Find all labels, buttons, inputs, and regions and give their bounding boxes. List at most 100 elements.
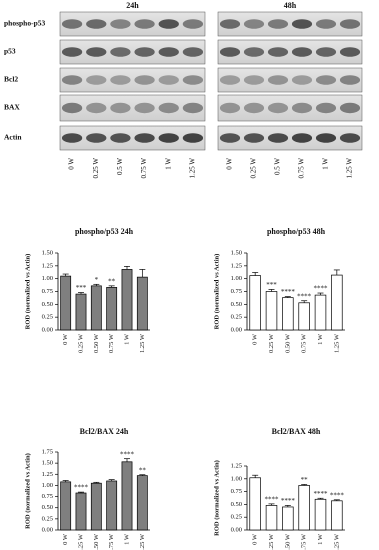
band	[134, 47, 155, 57]
band	[243, 133, 265, 143]
blot-strip	[59, 67, 206, 93]
significance: **	[301, 476, 309, 484]
y-tick-label: 1.50	[231, 249, 242, 256]
significance: ****	[281, 288, 296, 296]
chart-title: Bcl2/BAX 24h	[80, 427, 129, 436]
significance: ****	[314, 285, 329, 293]
band	[61, 47, 83, 57]
band	[158, 47, 179, 57]
significance: ****	[314, 490, 329, 498]
y-tick-label: 1.25	[231, 462, 242, 469]
y-tick-label: 1.50	[42, 249, 53, 256]
x-tick-label: 0.75 W	[108, 533, 115, 550]
row-label: phospho-p53	[4, 19, 46, 28]
x-tick-label: 0.75 W	[301, 333, 308, 353]
band	[86, 75, 107, 85]
time-label: 24h	[126, 1, 139, 10]
chart-title: phospho/p53 24h	[75, 227, 134, 236]
band	[134, 19, 155, 29]
y-tick-label: 1.25	[42, 471, 53, 478]
significance: ****	[281, 497, 296, 505]
bar	[298, 485, 310, 531]
band	[315, 47, 337, 57]
bar	[60, 481, 72, 531]
lane-label: 1 W	[164, 158, 172, 170]
x-tick-label: 0 W	[62, 533, 69, 545]
x-tick-label: 1.25 W	[333, 533, 340, 550]
y-tick-label: 0.00	[42, 326, 53, 333]
bar	[265, 291, 278, 331]
band	[291, 102, 313, 114]
x-tick-label: 0 W	[62, 333, 69, 345]
lane-label: 0.75 W	[298, 158, 306, 179]
y-tick-label: 0.50	[231, 301, 242, 308]
significance: ***	[76, 284, 87, 292]
y-tick-label: 0.50	[231, 501, 242, 508]
y-tick-label: 0.75	[231, 488, 242, 495]
y-tick-label: 0.00	[231, 326, 242, 333]
bar	[90, 482, 102, 531]
significance: ****	[265, 495, 280, 503]
bar	[249, 275, 261, 331]
band	[291, 133, 313, 143]
bar	[75, 492, 87, 531]
band	[110, 133, 131, 143]
lane-label: 0 W	[226, 158, 234, 170]
x-tick-label: 0.25 W	[77, 533, 84, 550]
band	[267, 19, 289, 29]
x-tick-label: 0.25 W	[77, 333, 84, 353]
y-axis-label: ROD (normalized vs Actin)	[213, 254, 220, 330]
y-tick-label: 1.50	[42, 460, 53, 467]
band	[110, 75, 131, 85]
significance: ****	[297, 292, 312, 300]
bar	[106, 287, 118, 331]
y-tick-label: 0.25	[231, 314, 242, 321]
y-tick-label: 0.00	[231, 526, 242, 533]
bar	[265, 505, 278, 531]
x-tick-label: 0.25 W	[268, 333, 275, 353]
band	[86, 47, 107, 57]
x-tick-label: 0.75 W	[301, 533, 308, 550]
lane-label: 1 W	[322, 158, 330, 170]
band	[134, 75, 155, 85]
band	[86, 102, 107, 114]
bar	[249, 477, 261, 531]
band	[219, 102, 241, 114]
lane-label: 0.25 W	[92, 158, 100, 179]
bar	[75, 293, 87, 331]
x-tick-label: 0.25 W	[268, 533, 275, 550]
band	[158, 75, 179, 85]
band	[291, 75, 313, 85]
y-tick-label: 0.50	[42, 301, 53, 308]
band	[158, 19, 179, 29]
band	[339, 133, 361, 143]
bar	[282, 297, 294, 331]
row-label: Actin	[4, 133, 22, 142]
band	[134, 133, 155, 143]
bar	[331, 274, 343, 331]
band	[243, 102, 265, 114]
blot-strip	[217, 67, 363, 93]
significance: **	[108, 277, 116, 285]
lane-label: 0 W	[68, 158, 76, 170]
y-tick-label: 0.75	[231, 288, 242, 295]
x-tick-label: 1 W	[317, 533, 324, 545]
row-label: p53	[4, 47, 16, 56]
bar	[106, 480, 118, 531]
band	[61, 133, 83, 143]
significance: ***	[266, 281, 277, 289]
band	[339, 47, 361, 57]
x-tick-label: 0 W	[252, 333, 259, 345]
y-tick-label: 1.00	[231, 275, 242, 282]
y-tick-label: 1.00	[42, 482, 53, 489]
x-tick-label: 1.25 W	[139, 333, 146, 353]
band	[110, 19, 131, 29]
x-tick-label: 0.50 W	[93, 533, 100, 550]
band	[182, 102, 204, 114]
lane-label: 0.75 W	[140, 158, 148, 179]
y-tick-label: 0.25	[42, 515, 53, 522]
band	[315, 102, 337, 114]
blot-strip	[217, 11, 363, 37]
band	[182, 133, 204, 143]
